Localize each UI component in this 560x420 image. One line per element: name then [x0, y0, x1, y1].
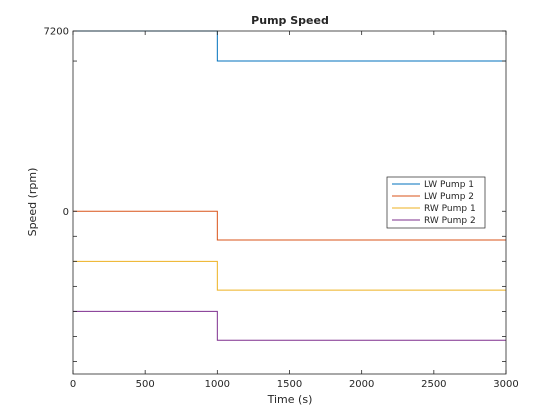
- x-tick-label: 2000: [349, 379, 374, 390]
- legend: LW Pump 1 LW Pump 2 RW Pump 1 RW Pump 2: [386, 176, 486, 229]
- x-tick-label: 500: [136, 379, 155, 390]
- legend-entry-label: RW Pump 1: [424, 204, 476, 214]
- legend-entry-label: RW Pump 2: [424, 216, 476, 226]
- legend-items: LW Pump 1 LW Pump 2 RW Pump 1 RW Pump 2: [392, 180, 476, 226]
- legend-box: [386, 176, 486, 229]
- x-tick-label: 1000: [205, 379, 230, 390]
- y-axis-ticks: 7200 0: [44, 27, 506, 362]
- y-axis-label: Speed (rpm): [26, 168, 39, 237]
- x-tick-label: 0: [70, 379, 76, 390]
- y-tick-label: 7200: [44, 27, 69, 38]
- x-tick-label: 2500: [421, 379, 446, 390]
- x-axis-ticks: 0 500 1000 1500 2000 2500 3000: [70, 31, 519, 390]
- series-line-2: [73, 210, 506, 241]
- series-line-4: [73, 310, 506, 341]
- legend-entry-label: LW Pump 2: [424, 192, 474, 202]
- y-tick-label: 0: [63, 207, 69, 218]
- x-axis-label: Time (s): [267, 393, 313, 406]
- legend-entry-label: LW Pump 1: [424, 180, 474, 190]
- x-tick-label: 3000: [493, 379, 518, 390]
- series-line-3: [73, 260, 506, 291]
- chart-title: Pump Speed: [251, 14, 329, 27]
- x-tick-label: 1500: [277, 379, 302, 390]
